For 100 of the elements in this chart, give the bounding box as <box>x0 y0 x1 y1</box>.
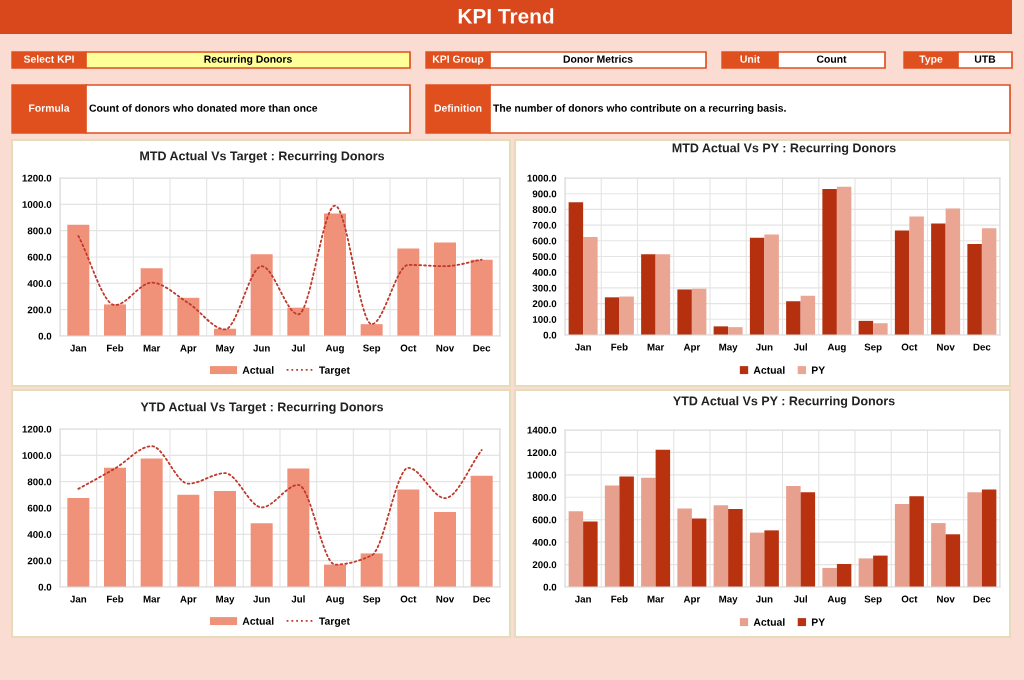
bar <box>104 304 126 336</box>
text: Count of donors who donated more than once <box>89 104 318 112</box>
y-tick-label: 1000.0 <box>22 452 52 459</box>
x-tick-label: Jul <box>793 343 807 351</box>
bar <box>945 534 961 587</box>
bar <box>397 248 420 336</box>
bar <box>713 505 729 587</box>
y-tick-label: 500.0 <box>532 253 557 261</box>
x-tick-label: Sep <box>864 343 882 353</box>
bar <box>836 186 852 335</box>
legend-label: Target <box>319 366 350 376</box>
bar <box>250 254 273 336</box>
y-tick-label: 1400.0 <box>527 426 557 434</box>
bar <box>568 202 584 335</box>
x-tick-label: Mar <box>647 595 665 603</box>
bar <box>67 224 90 336</box>
bar <box>677 289 692 335</box>
x-tick-label: Aug <box>827 595 846 605</box>
bar <box>981 489 997 587</box>
chart-title: YTD Actual Vs Target : Recurring Donors <box>140 402 384 414</box>
bar <box>764 530 779 587</box>
bar <box>287 468 310 587</box>
y-tick-label: 0.0 <box>38 583 52 591</box>
bar <box>800 295 816 335</box>
legend-label: Actual <box>242 617 274 625</box>
y-tick-label: 1200.0 <box>22 174 52 182</box>
y-tick-label: 200.0 <box>532 300 557 308</box>
x-tick-label: Jan <box>70 344 87 352</box>
bar <box>764 234 779 335</box>
bar <box>873 555 888 587</box>
bar <box>641 477 656 587</box>
x-tick-label: Feb <box>611 343 628 351</box>
bar <box>858 558 874 587</box>
x-tick-label: Nov <box>436 344 455 352</box>
x-tick-label: Jan <box>574 343 591 351</box>
bar <box>104 467 126 587</box>
x-tick-label: Jun <box>253 344 270 352</box>
bar <box>822 188 837 335</box>
bar <box>214 490 236 587</box>
bar <box>981 228 997 335</box>
text: KPI Trend <box>458 8 554 24</box>
x-tick-label: Dec <box>973 595 991 603</box>
y-tick-label: 200.0 <box>532 561 557 569</box>
bar <box>641 254 656 335</box>
y-tick-label: 200.0 <box>27 306 52 314</box>
x-tick-label: Jul <box>291 344 305 352</box>
bar <box>434 511 456 587</box>
y-tick-label: 1000.0 <box>527 174 557 182</box>
x-tick-label: Aug <box>827 343 846 353</box>
y-tick-label: 900.0 <box>532 190 557 198</box>
bar <box>604 485 620 587</box>
x-tick-label: Jul <box>291 595 305 603</box>
bar <box>619 296 634 335</box>
line-series <box>77 445 483 566</box>
x-tick-label: Oct <box>901 343 918 351</box>
text: Type <box>919 55 943 65</box>
y-tick-label: 0.0 <box>38 332 52 340</box>
x-tick-label: Dec <box>473 595 491 603</box>
bar <box>800 492 816 587</box>
text: UTB <box>974 55 996 63</box>
y-tick-label: 400.0 <box>532 268 557 276</box>
bar <box>568 511 584 587</box>
y-tick-label: 0.0 <box>543 583 557 591</box>
x-tick-label: May <box>719 343 738 353</box>
text: Recurring Donors <box>204 55 292 65</box>
x-tick-label: Oct <box>400 344 417 352</box>
chart-title: MTD Actual Vs Target : Recurring Donors <box>140 151 385 163</box>
bar <box>728 327 743 335</box>
y-tick-label: 800.0 <box>27 478 52 486</box>
legend-label: Actual <box>242 366 274 374</box>
bar <box>583 236 598 335</box>
x-tick-label: Oct <box>400 595 417 603</box>
y-tick-label: 400.0 <box>532 538 557 546</box>
y-tick-label: 1200.0 <box>527 449 557 457</box>
y-tick-label: 600.0 <box>27 253 52 261</box>
x-tick-label: Jan <box>70 595 87 603</box>
y-tick-label: 300.0 <box>532 284 557 292</box>
bar <box>873 323 888 335</box>
y-tick-label: 100.0 <box>532 316 557 323</box>
text: Unit <box>740 55 760 63</box>
bar <box>397 489 420 587</box>
bar <box>836 564 852 587</box>
x-tick-label: Feb <box>107 344 124 352</box>
bar <box>470 475 493 587</box>
bar <box>177 297 200 336</box>
x-tick-label: Feb <box>107 595 124 603</box>
x-tick-label: Nov <box>436 595 455 603</box>
x-tick-label: Apr <box>180 344 197 354</box>
x-tick-label: Nov <box>937 595 955 603</box>
x-tick-label: Apr <box>683 595 701 605</box>
x-tick-label: Dec <box>473 344 491 352</box>
bar <box>434 242 456 336</box>
x-tick-label: Sep <box>864 595 882 605</box>
legend-label: Actual <box>753 618 785 626</box>
bar <box>931 223 946 335</box>
bar <box>324 213 346 336</box>
bar <box>287 307 310 336</box>
bar <box>894 230 910 335</box>
bar <box>931 523 946 587</box>
y-tick-label: 400.0 <box>27 531 52 538</box>
